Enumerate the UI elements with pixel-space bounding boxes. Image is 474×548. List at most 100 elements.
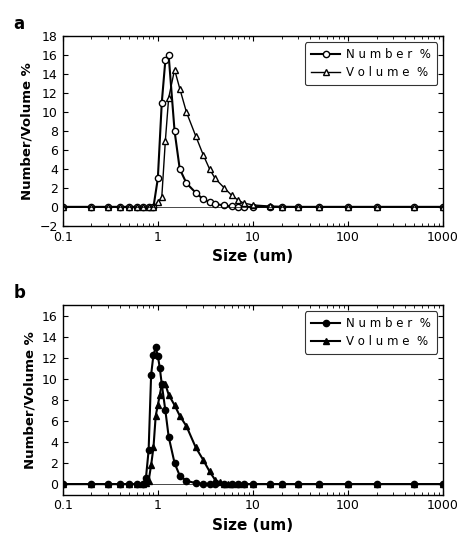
N u m b e r  % xyxy=(172,128,177,134)
V o l u m e  % xyxy=(127,203,132,210)
N u m b e r  % xyxy=(221,202,227,209)
V o l u m e  % xyxy=(201,456,206,463)
V o l u m e  % xyxy=(60,481,65,487)
V o l u m e  % xyxy=(183,109,189,116)
V o l u m e  % xyxy=(159,194,164,201)
N u m b e r  % xyxy=(60,203,65,210)
V o l u m e  % xyxy=(105,481,111,487)
V o l u m e  % xyxy=(163,138,168,144)
N u m b e r  % xyxy=(317,481,322,487)
N u m b e r  % xyxy=(134,203,139,210)
V o l u m e  % xyxy=(89,481,94,487)
V o l u m e  % xyxy=(279,203,284,210)
N u m b e r  % xyxy=(127,203,132,210)
N u m b e r  % xyxy=(166,52,172,59)
N u m b e r  % xyxy=(140,203,146,210)
N u m b e r  % xyxy=(140,481,146,487)
N u m b e r  % xyxy=(193,190,199,196)
N u m b e r  % xyxy=(229,203,235,210)
Line: N u m b e r  %: N u m b e r % xyxy=(60,52,446,210)
V o l u m e  % xyxy=(374,203,380,210)
N u m b e r  % xyxy=(241,481,246,487)
N u m b e r  % xyxy=(440,481,446,487)
V o l u m e  % xyxy=(317,481,322,487)
N u m b e r  % xyxy=(345,203,351,210)
V o l u m e  % xyxy=(105,203,111,210)
V o l u m e  % xyxy=(140,481,146,487)
V o l u m e  % xyxy=(267,481,273,487)
N u m b e r  % xyxy=(105,203,111,210)
N u m b e r  % xyxy=(183,478,189,484)
V o l u m e  % xyxy=(166,95,172,101)
V o l u m e  % xyxy=(166,391,172,398)
N u m b e r  % xyxy=(295,481,301,487)
N u m b e r  % xyxy=(143,475,149,481)
Text: b: b xyxy=(13,283,25,301)
V o l u m e  % xyxy=(159,381,164,387)
Y-axis label: Number/Volume %: Number/Volume % xyxy=(24,331,36,469)
V o l u m e  % xyxy=(279,481,284,487)
N u m b e r  % xyxy=(105,481,111,487)
N u m b e r  % xyxy=(295,203,301,210)
V o l u m e  % xyxy=(201,151,206,158)
N u m b e r  % xyxy=(212,481,218,487)
N u m b e r  % xyxy=(241,203,246,210)
N u m b e r  % xyxy=(177,472,182,479)
N u m b e r  % xyxy=(374,203,380,210)
N u m b e r  % xyxy=(163,57,168,64)
V o l u m e  % xyxy=(127,481,132,487)
N u m b e r  % xyxy=(157,365,163,372)
N u m b e r  % xyxy=(148,372,154,378)
V o l u m e  % xyxy=(440,203,446,210)
V o l u m e  % xyxy=(151,203,156,210)
Line: V o l u m e  %: V o l u m e % xyxy=(60,66,446,210)
N u m b e r  % xyxy=(134,481,139,487)
N u m b e r  % xyxy=(163,407,168,414)
N u m b e r  % xyxy=(155,175,161,182)
N u m b e r  % xyxy=(146,203,152,210)
V o l u m e  % xyxy=(172,66,177,73)
V o l u m e  % xyxy=(235,481,241,487)
V o l u m e  % xyxy=(241,200,246,207)
V o l u m e  % xyxy=(217,479,223,486)
N u m b e r  % xyxy=(279,481,284,487)
N u m b e r  % xyxy=(89,481,94,487)
N u m b e r  % xyxy=(317,203,322,210)
V o l u m e  % xyxy=(183,423,189,430)
V o l u m e  % xyxy=(117,481,123,487)
V o l u m e  % xyxy=(134,203,139,210)
N u m b e r  % xyxy=(117,481,123,487)
N u m b e r  % xyxy=(345,481,351,487)
N u m b e r  % xyxy=(166,433,172,440)
V o l u m e  % xyxy=(250,202,256,208)
V o l u m e  % xyxy=(411,203,417,210)
V o l u m e  % xyxy=(212,175,218,182)
N u m b e r  % xyxy=(374,481,380,487)
V o l u m e  % xyxy=(155,199,161,206)
V o l u m e  % xyxy=(155,402,161,408)
Line: V o l u m e  %: V o l u m e % xyxy=(59,381,447,488)
V o l u m e  % xyxy=(163,381,168,387)
N u m b e r  % xyxy=(235,481,241,487)
V o l u m e  % xyxy=(229,481,235,487)
V o l u m e  % xyxy=(241,481,246,487)
Text: a: a xyxy=(13,15,25,33)
N u m b e r  % xyxy=(207,199,212,206)
V o l u m e  % xyxy=(117,203,123,210)
N u m b e r  % xyxy=(153,344,159,351)
N u m b e r  % xyxy=(183,180,189,186)
V o l u m e  % xyxy=(212,477,218,483)
X-axis label: Size (um): Size (um) xyxy=(212,518,293,533)
V o l u m e  % xyxy=(235,197,241,203)
N u m b e r  % xyxy=(201,481,206,487)
N u m b e r  % xyxy=(172,460,177,466)
V o l u m e  % xyxy=(143,480,149,486)
X-axis label: Size (um): Size (um) xyxy=(212,249,293,264)
V o l u m e  % xyxy=(221,185,227,191)
N u m b e r  % xyxy=(279,203,284,210)
V o l u m e  % xyxy=(193,444,199,450)
V o l u m e  % xyxy=(146,478,152,484)
N u m b e r  % xyxy=(212,201,218,207)
N u m b e r  % xyxy=(60,481,65,487)
V o l u m e  % xyxy=(134,481,139,487)
